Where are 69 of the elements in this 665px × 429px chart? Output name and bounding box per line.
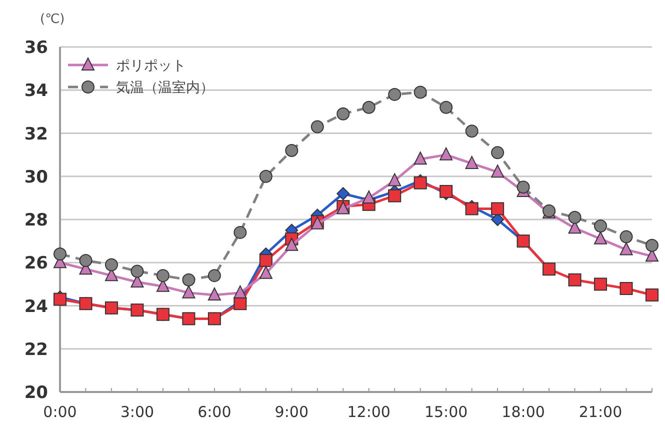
point	[362, 190, 376, 204]
point	[285, 238, 298, 251]
point	[336, 187, 350, 200]
point	[414, 86, 427, 99]
point	[414, 152, 427, 165]
point	[491, 202, 504, 216]
x-tick-label: 12:00	[347, 403, 390, 421]
legend-label: ポリポット	[116, 58, 186, 74]
point	[491, 164, 504, 178]
point	[182, 285, 196, 298]
point	[259, 170, 272, 183]
point	[182, 273, 196, 286]
point	[440, 184, 453, 198]
point	[156, 269, 170, 282]
point	[414, 176, 427, 190]
x-tick-label: 6:00	[198, 403, 232, 421]
x-tick-label: 15:00	[424, 403, 468, 421]
point	[336, 107, 350, 120]
point	[516, 180, 530, 194]
y-tick-label: 34	[24, 81, 48, 102]
y-tick-label: 24	[24, 296, 48, 317]
point	[234, 226, 247, 239]
point	[465, 202, 478, 216]
point	[104, 258, 118, 272]
y-tick-label: 20	[24, 383, 48, 403]
point	[388, 173, 402, 186]
point	[388, 189, 402, 202]
point	[79, 254, 92, 267]
point	[568, 210, 582, 224]
point	[285, 144, 298, 157]
x-tick-label: 21:00	[578, 403, 622, 421]
point	[54, 248, 66, 260]
point	[646, 238, 658, 252]
y-tick-label: 28	[24, 210, 48, 230]
point	[259, 254, 272, 267]
point	[310, 120, 324, 134]
x-tick-label: 3:00	[120, 403, 154, 421]
point	[362, 100, 376, 114]
x-tick-label: 0:00	[43, 403, 77, 421]
point	[208, 269, 221, 282]
x-tick-label: 18:00	[502, 403, 545, 421]
point	[465, 156, 478, 169]
y-tick-label: 22	[24, 340, 48, 360]
point	[54, 292, 66, 306]
legend-label: 気温（温室内）	[116, 80, 214, 96]
point	[620, 242, 633, 256]
point	[208, 287, 221, 300]
point	[594, 278, 608, 291]
point	[620, 230, 633, 244]
point	[440, 100, 453, 114]
y-tick-label: 30	[24, 167, 48, 188]
point	[440, 147, 453, 160]
y-axis-title: (℃)	[40, 12, 65, 27]
point	[388, 88, 402, 101]
y-tick-label: 36	[24, 38, 48, 58]
point	[259, 266, 272, 279]
point	[620, 282, 633, 295]
point	[646, 288, 658, 302]
y-tick-label: 32	[24, 124, 48, 144]
point	[234, 285, 247, 298]
point	[594, 231, 608, 244]
point	[594, 219, 608, 232]
y-tick-label: 26	[24, 254, 48, 274]
x-tick-label: 9:00	[274, 403, 308, 421]
point	[491, 213, 504, 226]
point	[130, 264, 144, 278]
point	[465, 124, 478, 138]
point	[491, 146, 504, 160]
point	[568, 273, 582, 286]
